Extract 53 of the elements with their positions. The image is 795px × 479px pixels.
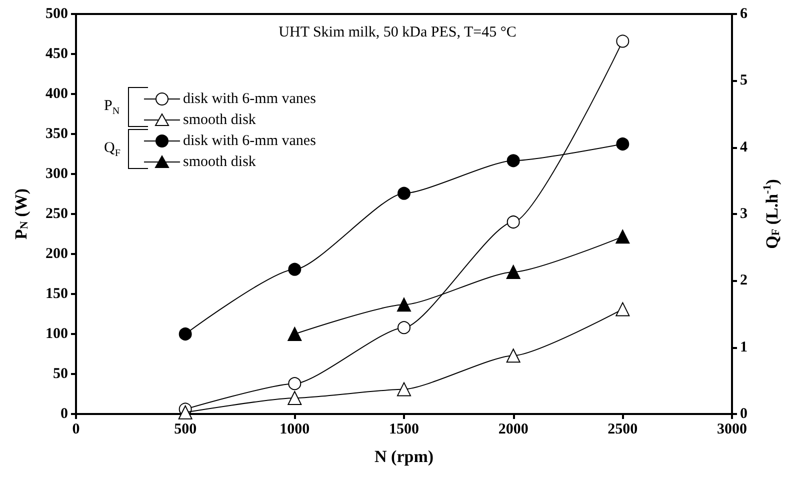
point [397,382,411,396]
point [616,138,630,150]
point [616,230,630,244]
legend-label: disk with 6-mm vanes [183,90,316,108]
y2-tick-label: 6 [740,6,748,22]
y-tick-label: 500 [46,6,68,22]
text: UHT Skim milk, 50 kDa PES, T=45 °C [278,24,516,40]
y2-tick-label: 4 [740,139,748,156]
point [397,298,411,312]
x-axis-title: N (rpm) [374,447,434,466]
y2-tick-label: 1 [740,339,748,356]
x-tick-label: 2000 [498,422,528,438]
point [506,154,520,168]
legend-label: smooth disk [183,110,256,130]
annotation: Q$_{F}$ [104,140,120,159]
y-tick-label: 450 [46,46,68,62]
y2-tick-label: 2 [740,272,748,289]
x-tick-label: 2500 [608,422,638,438]
point [616,34,630,48]
point [398,321,410,334]
x-tick-label: 1500 [389,422,419,438]
y2-tick-label: 5 [740,72,748,89]
y-tick-label: 100 [46,326,68,342]
y2-axis-title: QF (L.h-1) [762,179,782,249]
x-tick-label: 3000 [717,422,747,438]
point [506,216,520,228]
y-tick-label: 50 [53,366,68,382]
x-tick-label: 500 [174,422,197,438]
legend-label: disk with 6-mm vanes [183,132,316,150]
y-tick-label: 350 [46,126,68,142]
point [506,348,520,363]
point [288,377,302,390]
point [288,327,302,341]
x-tick-label: 0 [72,422,80,438]
point [178,405,192,420]
point [616,302,630,316]
x-tick-label: 1000 [280,422,310,438]
y-tick-label: 400 [46,86,68,102]
point [178,328,192,340]
point [288,262,302,276]
y-tick-label: 250 [46,206,68,222]
y2-tick-label: 3 [740,206,748,222]
point [506,265,520,279]
y-tick-label: 150 [46,286,68,302]
y2-tick-label: 0 [740,406,748,422]
point [398,186,410,200]
y-tick-label: 300 [46,166,68,182]
point [288,391,302,405]
annotation: P$_{N}$ [104,98,120,117]
y-tick-label: 200 [46,246,68,262]
legend-label: smooth disk [183,152,256,172]
y-tick-label: 0 [60,406,68,422]
y-axis-title: PN (W) [12,188,31,240]
